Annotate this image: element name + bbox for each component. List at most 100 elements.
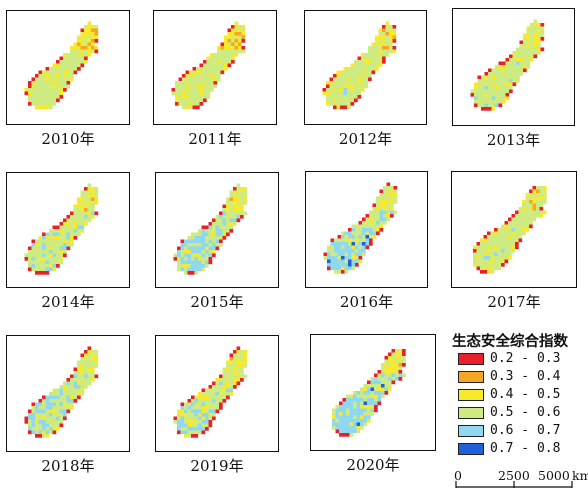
map-cell — [201, 427, 206, 431]
map-2014 — [24, 183, 99, 275]
map-cell — [322, 91, 327, 96]
map-cell — [45, 74, 50, 78]
map-cell — [226, 215, 230, 219]
map-cell — [182, 88, 186, 92]
map-cell — [229, 388, 234, 393]
map-cell — [210, 88, 214, 92]
map-cell — [487, 263, 491, 267]
map-cell — [84, 60, 88, 64]
map-cell — [367, 387, 371, 392]
map-cell — [383, 210, 387, 215]
map-cell — [212, 381, 216, 386]
map-cell — [205, 399, 209, 403]
map-cell — [490, 263, 495, 267]
map-cell — [234, 25, 239, 29]
map-cell — [42, 257, 46, 261]
map-cell — [382, 49, 386, 54]
map-cell — [178, 98, 183, 103]
map-cell — [226, 371, 230, 375]
map-cell — [391, 370, 396, 374]
map-cell — [508, 242, 512, 246]
map-cell — [508, 252, 512, 257]
map-cell — [480, 263, 484, 267]
map-cell — [238, 39, 242, 43]
map-cell — [522, 231, 526, 236]
map-cell — [70, 56, 74, 61]
map-cell — [536, 203, 540, 208]
map-cell — [63, 392, 67, 396]
map-cell — [226, 229, 230, 233]
map-cell — [365, 242, 370, 246]
map-cell — [526, 58, 531, 62]
map-cell — [73, 395, 78, 400]
map-cell — [533, 44, 538, 48]
map-cell — [196, 88, 200, 92]
map-cell — [238, 28, 242, 33]
map-cell — [357, 74, 362, 78]
map-cell — [222, 218, 227, 223]
map-cell — [357, 60, 362, 64]
map-cell — [80, 218, 85, 223]
map-cell — [395, 349, 399, 353]
map-cell — [337, 256, 342, 260]
map-cell — [233, 353, 237, 358]
map-cell — [392, 39, 397, 43]
map-cell — [201, 402, 206, 407]
map-cell — [343, 77, 348, 82]
map-cell — [512, 58, 517, 62]
map-cell — [362, 235, 366, 239]
map-cell — [215, 222, 220, 226]
map-cell — [333, 91, 337, 96]
map-cell — [52, 392, 57, 396]
map-cell — [226, 388, 230, 393]
map-cell — [502, 61, 506, 66]
map-cell — [502, 65, 506, 69]
map-cell — [198, 257, 202, 261]
map-cell — [480, 249, 484, 253]
map-cell — [501, 224, 505, 229]
map-cell — [191, 236, 195, 240]
map-cell — [208, 420, 213, 424]
map-cell — [243, 211, 248, 216]
map-cell — [504, 256, 509, 260]
map-cell — [189, 102, 193, 106]
map-cell — [208, 395, 213, 400]
map-cell — [38, 427, 43, 431]
map-cell — [353, 426, 357, 430]
map-cell — [66, 84, 71, 89]
map-cell — [45, 406, 50, 410]
map-cell — [177, 409, 181, 414]
map-cell — [220, 67, 225, 71]
map-cell — [77, 395, 81, 400]
map-cell — [226, 232, 230, 237]
map-cell — [388, 380, 392, 385]
map-cell — [476, 266, 481, 271]
map-cell — [66, 218, 71, 223]
map-cell — [537, 26, 541, 31]
map-cell — [194, 260, 199, 265]
map-cell — [389, 25, 393, 29]
map-cell — [52, 236, 57, 240]
map-cell — [350, 77, 355, 82]
map-cell — [502, 86, 506, 90]
map-cell — [233, 215, 237, 219]
map-cell — [206, 70, 211, 75]
map-cell — [386, 193, 391, 197]
map-cell — [243, 374, 248, 379]
map-cell — [358, 249, 363, 253]
map-cell — [66, 246, 71, 251]
map-cell — [201, 388, 206, 393]
map-cell — [372, 228, 377, 232]
map-cell — [52, 267, 57, 272]
map-cell — [191, 239, 195, 244]
map-cell — [35, 105, 39, 110]
map-cell — [360, 401, 364, 406]
map-cell — [56, 67, 60, 71]
map-cell — [480, 259, 484, 264]
map-cell — [80, 39, 85, 43]
map-cell — [504, 238, 509, 243]
map-cell — [498, 72, 503, 76]
map-cell — [356, 419, 361, 423]
map-cell — [392, 49, 397, 54]
map-cell — [480, 238, 484, 243]
